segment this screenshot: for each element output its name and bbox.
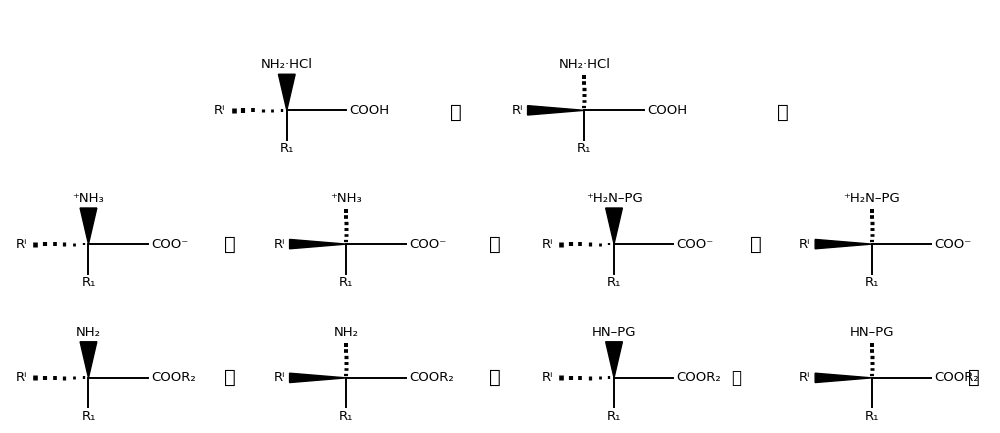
Text: COOR₂: COOR₂ <box>151 372 196 385</box>
Polygon shape <box>606 342 622 378</box>
Text: Rⁱ: Rⁱ <box>274 238 285 251</box>
Text: Rⁱ: Rⁱ <box>16 372 27 385</box>
Text: ⁺NH₃: ⁺NH₃ <box>73 192 104 205</box>
Text: Rⁱ: Rⁱ <box>799 238 811 251</box>
Text: ⁺NH₃: ⁺NH₃ <box>330 192 362 205</box>
Text: ，: ， <box>777 103 788 122</box>
Text: ，: ， <box>489 368 501 388</box>
Text: Rⁱ: Rⁱ <box>214 104 226 117</box>
Text: ，: ， <box>750 235 762 254</box>
Text: R₁: R₁ <box>607 410 621 423</box>
Text: R₁: R₁ <box>865 410 879 423</box>
Text: R₁: R₁ <box>339 410 353 423</box>
Text: COOR₂: COOR₂ <box>409 372 454 385</box>
Text: HN–PG: HN–PG <box>592 326 636 339</box>
Text: 或: 或 <box>731 369 741 387</box>
Text: COO⁻: COO⁻ <box>151 238 188 251</box>
Text: ⁺H₂N–PG: ⁺H₂N–PG <box>844 192 900 205</box>
Text: R₁: R₁ <box>81 276 96 289</box>
Polygon shape <box>278 74 295 110</box>
Polygon shape <box>290 373 346 383</box>
Text: ，: ， <box>968 368 980 388</box>
Text: COOR₂: COOR₂ <box>677 372 721 385</box>
Text: ，: ， <box>489 235 501 254</box>
Text: COOH: COOH <box>647 104 687 117</box>
Text: Rⁱ: Rⁱ <box>16 238 27 251</box>
Polygon shape <box>290 239 346 249</box>
Text: R₁: R₁ <box>577 142 591 155</box>
Text: R₁: R₁ <box>280 142 294 155</box>
Text: Rⁱ: Rⁱ <box>274 372 285 385</box>
Text: R₁: R₁ <box>865 276 879 289</box>
Text: R₁: R₁ <box>81 410 96 423</box>
Text: COO⁻: COO⁻ <box>409 238 446 251</box>
Text: Rⁱ: Rⁱ <box>512 104 523 117</box>
Text: NH₂·HCl: NH₂·HCl <box>261 58 313 71</box>
Text: COO⁻: COO⁻ <box>934 238 972 251</box>
Text: COOH: COOH <box>349 104 389 117</box>
Text: Rⁱ: Rⁱ <box>541 372 553 385</box>
Text: R₁: R₁ <box>607 276 621 289</box>
Polygon shape <box>80 342 97 378</box>
Text: ，: ， <box>224 368 236 388</box>
Text: NH₂: NH₂ <box>76 326 101 339</box>
Text: NH₂·HCl: NH₂·HCl <box>558 58 610 71</box>
Text: COOR₂: COOR₂ <box>934 372 979 385</box>
Text: HN–PG: HN–PG <box>850 326 894 339</box>
Polygon shape <box>528 106 584 115</box>
Text: ，: ， <box>224 235 236 254</box>
Polygon shape <box>606 208 622 244</box>
Text: ⁺H₂N–PG: ⁺H₂N–PG <box>586 192 642 205</box>
Polygon shape <box>815 239 872 249</box>
Text: NH₂: NH₂ <box>334 326 359 339</box>
Text: COO⁻: COO⁻ <box>677 238 714 251</box>
Text: R₁: R₁ <box>339 276 353 289</box>
Text: ，: ， <box>450 103 461 122</box>
Polygon shape <box>815 373 872 383</box>
Polygon shape <box>80 208 97 244</box>
Text: Rⁱ: Rⁱ <box>541 238 553 251</box>
Text: Rⁱ: Rⁱ <box>799 372 811 385</box>
